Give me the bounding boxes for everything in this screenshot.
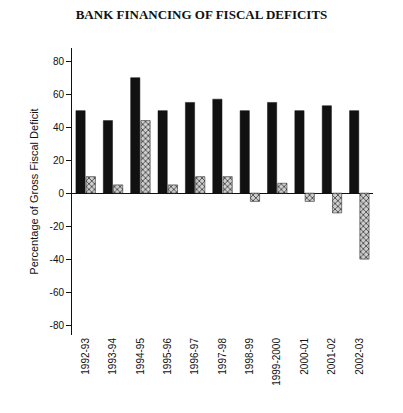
svg-text:-40: -40 <box>50 254 65 265</box>
svg-text:1994-95: 1994-95 <box>135 338 146 375</box>
svg-text:0: 0 <box>58 188 64 199</box>
svg-text:60: 60 <box>53 89 65 100</box>
svg-text:2002-03: 2002-03 <box>354 338 365 375</box>
svg-text:1993-94: 1993-94 <box>107 338 118 375</box>
svg-text:Percentage of Gross Fiscal Def: Percentage of Gross Fiscal Deficit <box>28 108 40 274</box>
svg-text:2001-02: 2001-02 <box>326 338 337 375</box>
svg-text:2000-01: 2000-01 <box>299 338 310 375</box>
svg-text:1999-2000: 1999-2000 <box>271 338 282 386</box>
svg-text:-80: -80 <box>50 320 65 331</box>
svg-text:-60: -60 <box>50 287 65 298</box>
svg-text:20: 20 <box>53 155 65 166</box>
svg-text:40: 40 <box>53 122 65 133</box>
svg-text:BANK FINANCING OF FISCAL DEFIC: BANK FINANCING OF FISCAL DEFICITS <box>76 7 328 22</box>
svg-text:1998-99: 1998-99 <box>244 338 255 375</box>
svg-text:80: 80 <box>53 56 65 67</box>
svg-text:1995-96: 1995-96 <box>162 338 173 375</box>
svg-text:-20: -20 <box>50 221 65 232</box>
svg-text:1992-93: 1992-93 <box>80 338 91 375</box>
svg-text:1996-97: 1996-97 <box>189 338 200 375</box>
svg-text:1997-98: 1997-98 <box>217 338 228 375</box>
